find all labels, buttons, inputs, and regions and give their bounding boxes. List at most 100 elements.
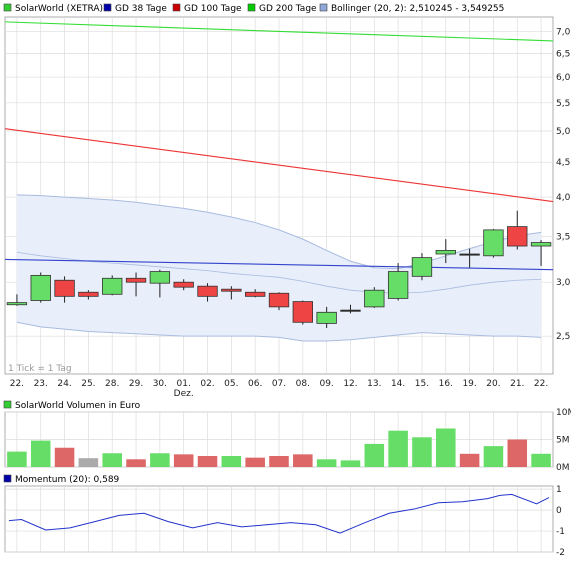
momentum-legend-label: Momentum (20): 0,589 [15,475,120,485]
candle-body [30,274,51,301]
legend-label: Bollinger (20, 2): 2,510245 - 3,549255 [331,4,504,14]
tick-watermark: 1 Tick = 1 Tag [8,364,72,374]
candle-body [387,271,409,299]
momentum-y-tick-label: -1 [556,527,565,537]
x-tick-label: 02. [200,379,214,389]
x-tick-label: 16. [439,379,453,389]
volume-bar [245,457,265,467]
price-y-tick-label: 2,5 [556,332,570,342]
legend-swatch [319,3,328,12]
volume-bar [531,453,551,467]
volume-legend-swatch [3,400,12,409]
volume-bar [483,446,504,467]
price-y-tick-label: 4,5 [556,158,570,168]
volume-bar [269,456,289,467]
x-tick-label: 20. [486,379,500,389]
volume-bar [126,459,146,467]
candle-body [221,288,242,292]
bollinger-band-fill [16,194,542,341]
volume-bar [293,454,313,467]
x-tick-label: 15. [415,379,429,389]
gd200-line [4,21,554,42]
candle-body [125,277,147,283]
momentum-legend-swatch [3,474,12,483]
price-y-tick-label: 5,5 [556,99,570,109]
momentum-y-tick-label: 0 [556,506,562,516]
legend-label: GD 200 Tage [259,4,317,14]
x-tick-label: 13. [367,379,381,389]
volume-bar [54,447,75,467]
price-y-tick-label: 3,0 [556,278,571,288]
candle-body [6,302,28,306]
bollinger-mid-line [16,251,542,294]
x-tick-label: 30. [153,379,167,389]
price-y-tick-label: 6,0 [556,73,571,83]
gd38-line [4,258,554,271]
candle-body [483,229,504,257]
volume-y-tick-label: 5M [556,436,570,446]
gd100-line [4,128,554,203]
legend-swatch [172,3,181,12]
x-tick-label: 12. [343,379,357,389]
x-tick-label: 23. [34,379,48,389]
volume-bar [30,440,51,467]
legend-swatch [3,3,12,12]
x-tick-label: 19. [462,379,476,389]
volume-bar [150,453,170,467]
x-tick-label: 25. [81,379,95,389]
volume-bar [412,437,432,467]
volume-bar [173,454,194,467]
candle-body [268,292,290,308]
momentum-y-tick-label: -2 [556,548,565,558]
volume-bar [436,428,456,467]
month-label: Dez. [174,389,194,399]
volume-title: SolarWorld Volumen in Euro [15,401,141,411]
momentum-y-tick-label: 1 [556,485,562,495]
x-tick-label: 08. [296,379,310,389]
x-tick-label: 14. [391,379,405,389]
candle-body [292,301,313,323]
volume-bar [388,430,408,467]
candle-body [173,281,194,288]
price-y-tick-label: 6,5 [556,49,570,59]
volume-bar [78,458,99,467]
legend-label: GD 38 Tage [115,4,167,14]
legend-swatch [103,3,112,12]
candle-body [316,311,337,324]
x-tick-label: 22. [10,379,24,389]
x-tick-label: 09. [319,379,333,389]
x-tick-label: 01. [177,379,191,389]
price-y-tick-label: 5,0 [556,127,571,137]
legend-label: SolarWorld (XETRA) [15,4,103,14]
momentum-line [8,493,550,534]
volume-bar [340,460,361,467]
x-tick-label: 28. [105,379,119,389]
x-tick-label: 07. [272,379,286,389]
candle-body [197,285,218,297]
volume-bar [102,453,122,467]
legend-swatch [247,3,256,12]
x-tick-label: 05. [224,379,238,389]
candle-body [340,309,361,312]
price-y-tick-label: 4,0 [556,193,571,203]
bollinger-lower-line [16,321,542,342]
candle-body [149,271,171,284]
x-tick-label: 06. [248,379,262,389]
volume-y-tick-label: 0M [556,463,570,473]
candle-body [245,291,266,297]
x-tick-label: 21. [510,379,524,389]
volume-bar [7,451,27,467]
candle-body [54,279,75,297]
x-tick-label: 24. [57,379,71,389]
volume-bar [316,459,337,467]
candle-body [364,289,385,308]
volume-y-tick-label: 10M [556,408,571,418]
candle-body [507,226,528,247]
candle-body [530,242,552,247]
candle-body [459,253,480,256]
candle-body [435,250,456,255]
candle-body [78,291,99,297]
volume-bar [507,439,528,467]
x-tick-label: 22. [534,379,548,389]
